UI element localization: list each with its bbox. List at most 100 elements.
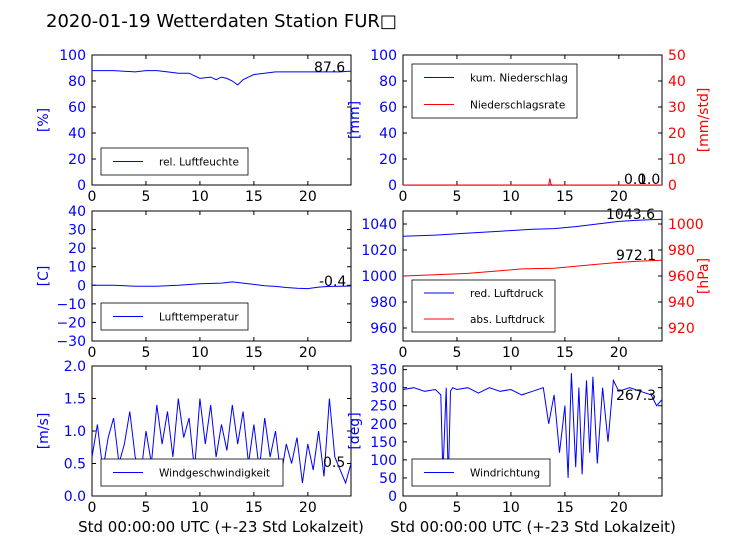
- y-tick-label: 20: [379, 152, 397, 168]
- legend-label: kum. Niederschlag: [470, 73, 568, 85]
- series-line-pressure-1: [403, 259, 662, 277]
- current-value-label: 87.6: [314, 60, 345, 76]
- y-tick-label: 100: [370, 453, 397, 469]
- legend-label: Windrichtung: [470, 468, 540, 480]
- y-tick-label: 20: [68, 152, 86, 168]
- y-tick-label: 1020: [361, 243, 397, 259]
- y-tick-label: 980: [370, 295, 397, 311]
- y-tick-label: 100: [59, 48, 86, 64]
- y-tick-label-right: 920: [668, 321, 695, 337]
- x-tick-label: 10: [191, 189, 209, 205]
- y-tick-label-right: 960: [668, 269, 695, 285]
- chart-panel-precip: 0 5 10 15 20 0 20 40 60 80 100 0 10 20 30 40 50 [mm] [mm/s…: [347, 48, 712, 205]
- y-tick-label: 100: [370, 48, 397, 64]
- x-tick-label: 0: [88, 345, 97, 361]
- y-tick-label: 1.0: [64, 424, 86, 440]
- x-tick-label: 5: [452, 500, 461, 516]
- current-value-label: 267.3: [616, 388, 656, 404]
- x-tick-label: 20: [610, 500, 628, 516]
- y-tick-label: 200: [370, 417, 397, 433]
- y-tick-label-right: 50: [668, 48, 686, 64]
- legend-label: rel. Luftfeuchte: [159, 157, 239, 169]
- y-tick-label: 60: [379, 100, 397, 116]
- y-tick-label-right: 0: [668, 178, 677, 194]
- x-tick-label: 20: [299, 500, 317, 516]
- x-axis-label-right: Std 00:00:00 UTC (+-23 Std Lokalzeit): [390, 518, 676, 536]
- y-tick-label: 40: [68, 126, 86, 142]
- y-tick-label-right: 940: [668, 295, 695, 311]
- y-tick-label-right: 1000: [668, 217, 704, 233]
- y-axis-label: [C]: [36, 266, 52, 287]
- x-tick-label: 15: [245, 189, 263, 205]
- y-tick-label: 1.5: [64, 392, 86, 408]
- y-axis-label: [mm]: [347, 101, 363, 139]
- x-tick-label: 15: [556, 500, 574, 516]
- x-tick-label: 0: [399, 189, 408, 205]
- y-tick-label: 300: [370, 381, 397, 397]
- x-axis-label-left: Std 00:00:00 UTC (+-23 Std Lokalzeit): [78, 518, 364, 536]
- y-tick-label: 0.0: [64, 489, 86, 505]
- y-tick-label: 2.0: [64, 359, 86, 375]
- chart-panel-wind_speed: 0 5 10 15 20 0.0 0.5 1.0 1.5 2.0 [m/s] Windgeschwin…: [36, 359, 352, 516]
- x-tick-label: 10: [502, 189, 520, 205]
- x-tick-label: 0: [399, 500, 408, 516]
- x-tick-label: 5: [141, 500, 150, 516]
- current-value-label-right: 1.0: [638, 172, 660, 188]
- figure-title: 2020-01-19 Wetterdaten Station FUR□: [46, 11, 397, 32]
- x-tick-label: 5: [141, 345, 150, 361]
- y-tick-label: 10: [68, 260, 86, 276]
- x-tick-label: 15: [245, 500, 263, 516]
- y-tick-label: 30: [68, 223, 86, 239]
- y-tick-label: 0: [388, 489, 397, 505]
- y-tick-label: 350: [370, 363, 397, 379]
- chart-panel-humidity: 0 5 10 15 20 0 20 40 60 80 100 [%] rel. Luftfeuchte 8…: [36, 48, 352, 205]
- y-tick-label: 0.5: [64, 457, 86, 473]
- x-tick-label: 0: [88, 500, 97, 516]
- y-tick-label: 960: [370, 321, 397, 337]
- x-tick-label: 5: [452, 189, 461, 205]
- y-tick-label: 0: [77, 178, 86, 194]
- x-tick-label: 0: [399, 345, 408, 361]
- x-tick-label: 10: [502, 500, 520, 516]
- legend-label: abs. Luftdruck: [470, 314, 546, 326]
- legend-box: [100, 147, 249, 176]
- series-line-temperature-0: [92, 281, 351, 290]
- y-axis-label-right: [mm/std]: [696, 88, 712, 153]
- y-tick-label: 50: [379, 471, 397, 487]
- legend-label: Lufttemperatur: [159, 312, 239, 324]
- x-tick-label: 20: [299, 345, 317, 361]
- y-tick-label: 80: [379, 74, 397, 90]
- chart-panel-pressure: 0 5 10 15 20 960 980 1000 1020 1040 920 940 960 980 10…: [361, 207, 712, 361]
- legend-label: Niederschlagsrate: [470, 100, 565, 112]
- y-tick-label: 250: [370, 399, 397, 415]
- y-tick-label: 60: [68, 100, 86, 116]
- y-tick-label-right: 20: [668, 126, 686, 142]
- y-tick-label-right: 30: [668, 100, 686, 116]
- current-value-label: 0.5: [323, 455, 345, 471]
- legend-label: Windgeschwindigkeit: [159, 468, 270, 480]
- y-axis-label: [m/s]: [36, 413, 52, 450]
- chart-panel-temperature: 0 5 10 15 20 −30 −20 −10 0 10 20 30 40 [C] Lufttempera…: [36, 204, 352, 361]
- y-tick-label-right: 40: [668, 74, 686, 90]
- y-tick-label-right: 980: [668, 243, 695, 259]
- series-line-humidity-0: [92, 70, 351, 86]
- y-axis-label: [%]: [36, 108, 52, 132]
- chart-panel-wind_direction: 0 5 10 15 20050100150200250300350[deg]Windri…: [347, 363, 663, 516]
- y-tick-label: 40: [68, 204, 86, 220]
- current-value-label: 1043.6: [606, 207, 655, 223]
- current-value-label: 0.0: [624, 172, 646, 188]
- x-tick-label: 20: [299, 189, 317, 205]
- legend-box: [411, 279, 556, 333]
- y-tick-label: 150: [370, 435, 397, 451]
- legend-label: red. Luftdruck: [470, 288, 544, 300]
- x-tick-label: 20: [610, 345, 628, 361]
- y-axis-label: [deg]: [347, 412, 363, 449]
- x-tick-label: 20: [610, 189, 628, 205]
- y-tick-label-right: 10: [668, 152, 686, 168]
- x-tick-label: 0: [88, 189, 97, 205]
- x-tick-label: 10: [191, 500, 209, 516]
- series-line-wind_speed-0: [92, 398, 351, 485]
- y-tick-label: 20: [68, 241, 86, 257]
- current-value-label: -0.4: [319, 274, 346, 290]
